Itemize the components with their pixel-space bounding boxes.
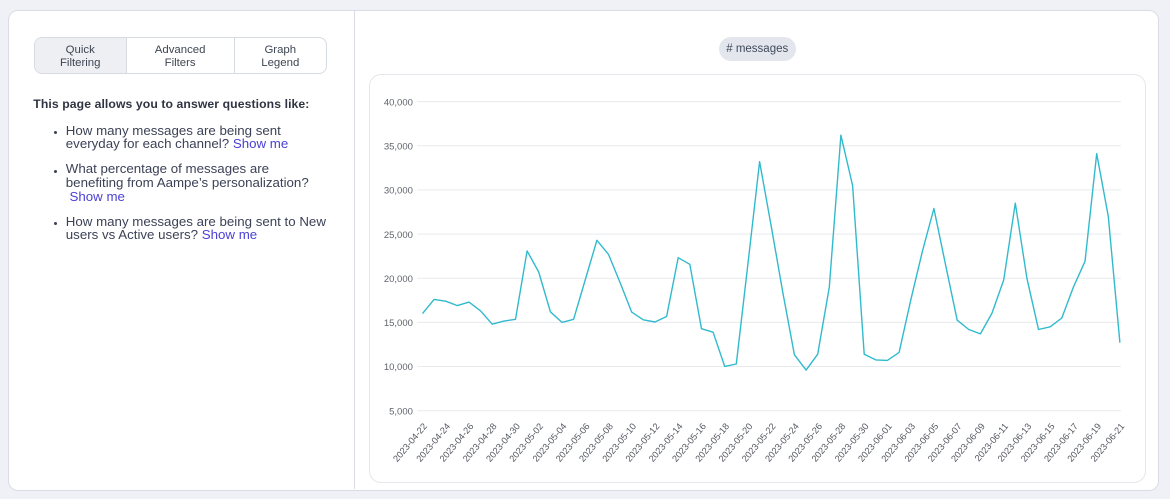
svg-text:15,000: 15,000 <box>384 318 413 329</box>
svg-text:40,000: 40,000 <box>384 97 413 108</box>
svg-text:20,000: 20,000 <box>384 273 413 284</box>
svg-text:5,000: 5,000 <box>389 406 413 417</box>
svg-text:10,000: 10,000 <box>384 362 413 373</box>
svg-text:30,000: 30,000 <box>384 185 413 196</box>
svg-text:35,000: 35,000 <box>384 141 413 152</box>
svg-text:25,000: 25,000 <box>384 229 413 240</box>
